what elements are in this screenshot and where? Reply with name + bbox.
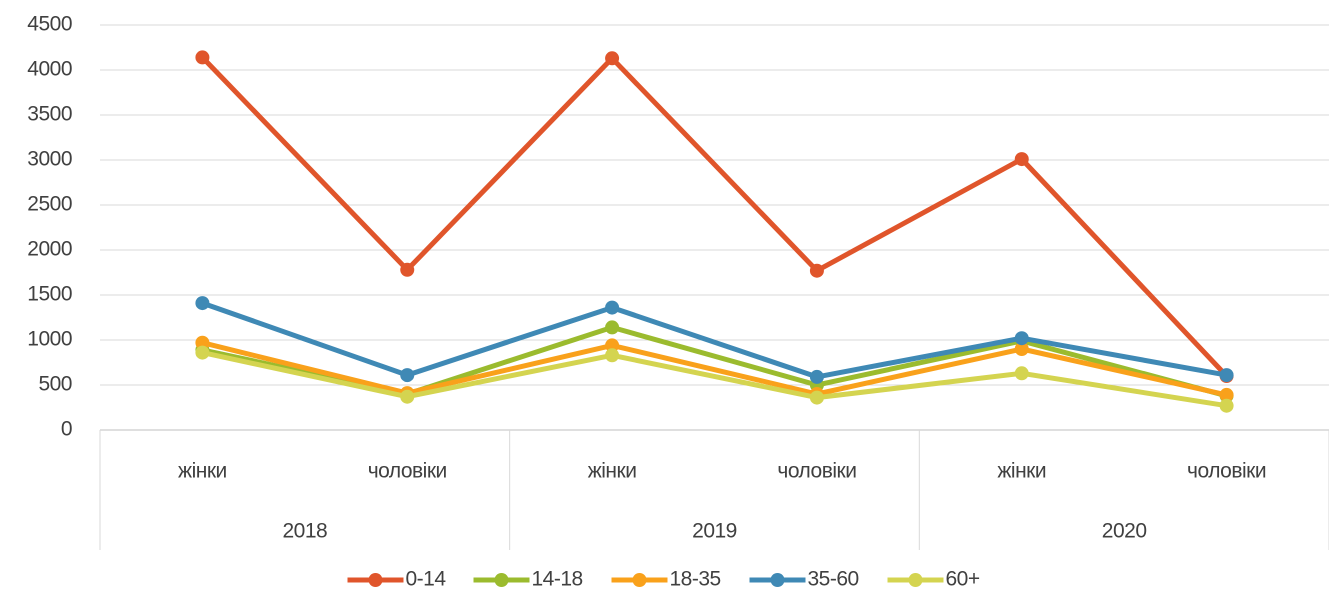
data-point [1219,398,1234,413]
data-point [195,345,210,360]
data-point [400,262,415,277]
data-point [809,263,824,278]
data-point [1014,152,1029,167]
x-tick-label: жінки [178,460,227,483]
y-tick-label: 2500 [27,193,72,216]
y-tick-label: 1500 [27,283,72,306]
data-point [195,335,210,350]
x-tick-label: жінки [997,460,1046,483]
group-label: 2018 [282,520,327,543]
legend-label: 60+ [946,568,980,591]
series-line [200,55,1229,378]
legend-marker [770,573,785,587]
series-line [201,350,1227,409]
group-label: 2020 [1102,520,1147,543]
x-tick-label: чоловіки [1187,460,1266,483]
y-tick-label: 500 [38,373,72,396]
x-tick-label: чоловіки [368,460,447,483]
y-tick-label: 1000 [27,328,72,351]
group-label: 2019 [692,520,737,543]
data-point [1014,366,1029,381]
legend-label: 35-60 [808,568,859,591]
data-point [1219,368,1234,383]
legend-marker [368,573,383,587]
y-tick-label: 4500 [27,13,72,36]
data-point [195,296,210,311]
x-tick-label: жінки [588,460,637,483]
y-tick-label: 3500 [27,103,72,126]
data-point [605,51,620,66]
data-point [605,300,620,315]
legend-marker [632,573,647,587]
data-point [400,368,415,383]
data-point [1219,387,1234,402]
series-line [201,300,1228,380]
x-tick-label: чоловіки [777,460,856,483]
data-point [605,338,620,353]
legend-marker [908,573,923,587]
data-point [1014,342,1029,356]
legend-label: 14-18 [532,568,583,591]
y-tick-label: 2000 [27,238,72,261]
data-point [195,50,210,65]
y-tick-label: 3000 [27,148,72,171]
y-tick-label: 0 [61,418,72,441]
legend-label: 18-35 [670,568,721,591]
data-point [400,389,415,404]
data-point [809,369,824,384]
data-point [605,320,620,335]
data-point [1014,331,1029,346]
legend-label: 0-14 [406,568,447,591]
series-line [201,340,1228,398]
y-tick-label: 4000 [27,58,72,81]
data-point [809,390,824,405]
legend-marker [494,573,509,587]
data-point [605,348,620,363]
